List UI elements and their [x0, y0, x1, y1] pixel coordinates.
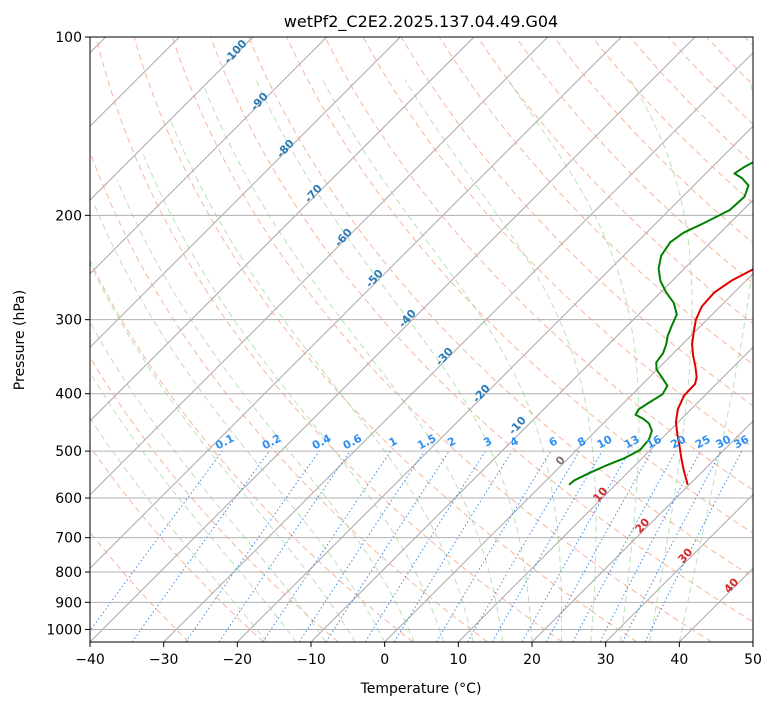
mixing-ratio-label: 13	[622, 433, 642, 452]
mixing-ratio-label: 30	[714, 433, 734, 452]
isotherm-line	[752, 641, 753, 642]
x-tick-label: −40	[75, 652, 105, 668]
dry-adiabat-line	[553, 37, 753, 244]
dry-adiabat-line	[210, 37, 753, 623]
dewpoint-profile-line	[568, 161, 753, 486]
isotherm-line	[236, 125, 753, 642]
dry-adiabat-line	[629, 37, 753, 165]
profile-series	[568, 161, 753, 486]
chart-title: wetPf2_C2E2.2025.137.04.49.G04	[284, 12, 558, 32]
y-tick-label: 700	[55, 531, 82, 547]
moist-adiabat-line	[404, 79, 597, 642]
dry-adiabat-line	[248, 37, 753, 578]
mixing-ratio-label: 20	[668, 433, 688, 452]
y-tick-label: 100	[55, 30, 82, 46]
x-axis-label: Temperature (°C)	[360, 681, 482, 697]
x-tick-label: −20	[223, 652, 253, 668]
x-tick-label: −10	[296, 652, 326, 668]
x-tick-label: 0	[380, 652, 389, 668]
mixing-ratio-line	[572, 450, 677, 642]
mixing-ratio-line	[185, 450, 320, 642]
moist-adiabat-line	[204, 88, 503, 642]
isotherm-line	[163, 51, 753, 642]
mixing-ratio-label: 16	[644, 433, 664, 452]
dry-adiabat-line	[90, 445, 264, 642]
mixing-ratio-line	[90, 450, 223, 632]
background-lines	[90, 37, 753, 642]
dry-adiabat-line	[324, 37, 753, 491]
moist-adiabat-line	[90, 417, 268, 642]
mixing-ratio-line	[521, 450, 630, 642]
x-tick-label: 50	[744, 652, 762, 668]
moist-adiabat-line	[507, 79, 640, 642]
y-axis-ticks: 100 200 300 400 500 600 700 800 900 1000	[46, 30, 90, 638]
moist-adiabat-line	[92, 201, 386, 642]
x-tick-label: 10	[449, 652, 467, 668]
dry-adiabat-line	[90, 259, 414, 642]
mixing-ratio-line	[393, 450, 513, 642]
y-tick-label: 800	[55, 565, 82, 581]
dry-adiabat-line	[515, 37, 753, 284]
moist-adiabat-line	[90, 262, 356, 642]
y-tick-label: 200	[55, 208, 82, 224]
mixing-ratio-label: 10	[595, 433, 615, 452]
isotherm-line	[90, 37, 401, 349]
x-tick-label: −30	[149, 652, 179, 668]
moist-adiabat-line	[116, 179, 415, 642]
isotherm-line	[90, 37, 622, 570]
mixing-ratio-line	[298, 450, 425, 642]
moist-adiabat-line	[678, 79, 753, 642]
x-tick-label: 40	[670, 652, 688, 668]
y-tick-label: 400	[55, 387, 82, 403]
moist-adiabat-line	[170, 119, 474, 642]
x-axis-ticks: −40 −30 −20 −10 0 10 20 30 40 50	[75, 642, 762, 668]
moist-adiabat-line	[322, 79, 563, 642]
mixing-ratio-line	[262, 450, 392, 642]
isotherm-line	[90, 37, 328, 275]
y-axis-label: Pressure (hPa)	[12, 290, 28, 390]
isotherm-line	[605, 493, 753, 642]
isotherm-line	[457, 346, 753, 642]
y-tick-label: 900	[55, 595, 82, 611]
dry-adiabat-line	[438, 37, 753, 366]
x-tick-label: 20	[523, 652, 541, 668]
moist-adiabat-line	[90, 320, 327, 642]
mixing-ratio-line	[644, 450, 743, 642]
isotherm-line	[90, 37, 475, 422]
mixing-ratio-line	[131, 450, 270, 642]
y-tick-label: 1000	[46, 622, 82, 638]
mixing-ratio-line	[545, 450, 653, 642]
isotherm-line	[531, 420, 753, 642]
moist-adiabat-line	[630, 79, 693, 642]
y-tick-label: 600	[55, 491, 82, 507]
moist-adiabat-line	[255, 79, 533, 642]
moist-adiabat-line	[90, 371, 297, 642]
mixing-ratio-line	[218, 450, 351, 642]
y-tick-label: 300	[55, 313, 82, 329]
y-tick-label: 500	[55, 444, 82, 460]
mixing-ratio-line	[325, 450, 450, 642]
plot-frame	[89, 36, 754, 643]
isotherm-line	[90, 37, 696, 642]
dry-adiabat-line	[133, 37, 638, 642]
mixing-ratio-label: 36	[732, 433, 752, 452]
mixing-ratio-label: 25	[693, 433, 713, 452]
isotherm-line	[90, 37, 549, 496]
dry-adiabat-line	[362, 37, 753, 449]
plot-background	[90, 37, 753, 642]
isotherm-line	[384, 272, 753, 642]
temperature-profile-line	[674, 268, 753, 486]
dry-adiabat-line	[95, 37, 563, 642]
isotherm-line	[90, 37, 254, 201]
x-tick-label: 30	[597, 652, 615, 668]
